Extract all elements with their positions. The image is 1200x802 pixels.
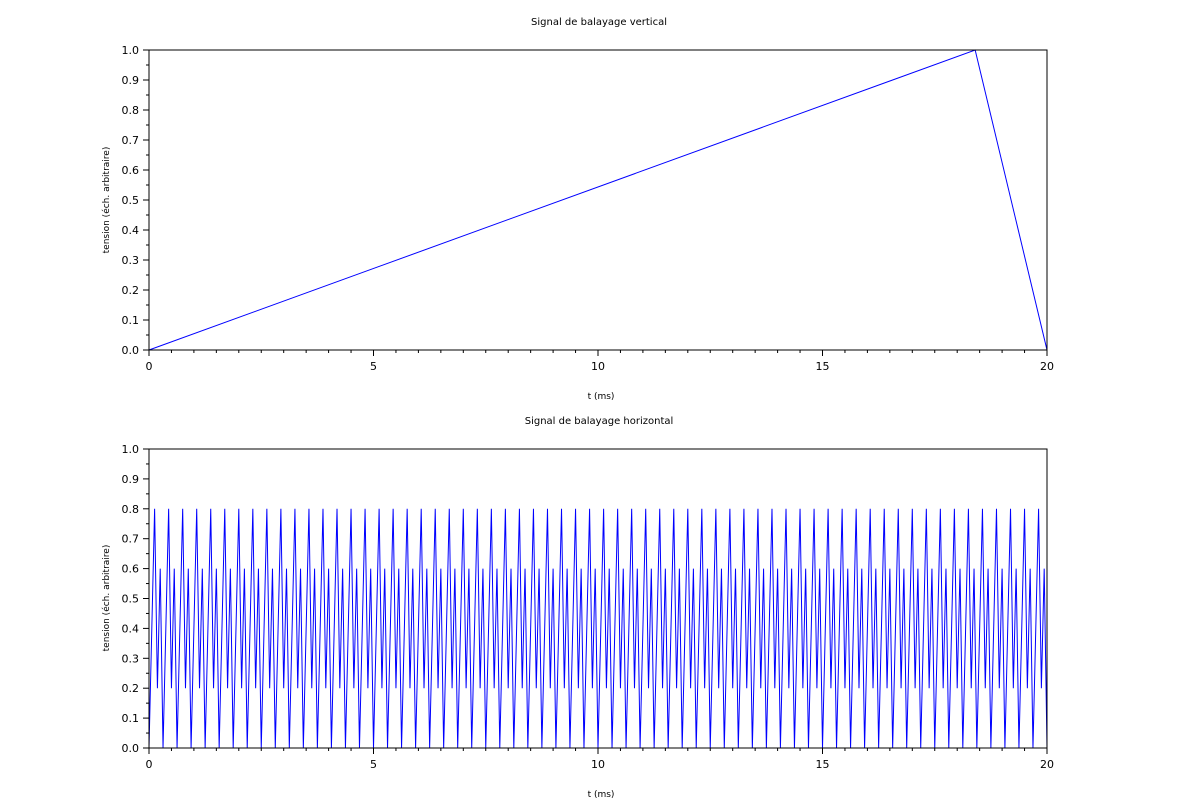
chart-title: Signal de balayage horizontal	[525, 416, 674, 427]
y-tick-label: 0.9	[122, 473, 140, 486]
plot-frame	[148, 49, 1048, 351]
x-tick-label: 15	[816, 360, 830, 373]
x-axis-label: t (ms)	[588, 392, 615, 402]
axes-layer: 0.0 0.1 0.2 0.3 0.4 0.5 0.6 0.7 0.8 0.9 1.0 0 5 10 15 2…	[122, 443, 1055, 771]
y-tick-label: 1.0	[122, 443, 140, 456]
chart-horizontal-sweep: Signal de balayage horizontal 0.00.10.20…	[101, 416, 1054, 800]
series-layer	[148, 49, 1048, 351]
y-tick-label: 0.5	[122, 194, 140, 207]
y-tick-label: 0.4	[122, 622, 140, 635]
x-tick-label: 10	[591, 360, 605, 373]
x-tick-label: 10	[591, 758, 605, 771]
plot-frame	[148, 448, 1048, 749]
y-tick-label: 0.7	[122, 134, 140, 147]
y-tick-label: 0.0	[122, 742, 140, 755]
y-tick-label: 0.5	[122, 593, 140, 606]
y-tick-label: 0.3	[122, 652, 140, 665]
y-tick-label: 0.8	[122, 104, 140, 117]
x-tick-label: 15	[816, 758, 830, 771]
y-tick-label: 0.7	[122, 533, 140, 546]
chart-vertical-sweep: Signal de balayage vertical 0.0 0.1 0.2 0.3…	[101, 17, 1054, 402]
y-tick-label: 0.3	[122, 254, 140, 267]
x-tick-label: 5	[370, 360, 377, 373]
y-tick-label: 0.8	[122, 503, 140, 516]
y-tick-label: 0.6	[122, 164, 140, 177]
y-tick-label: 0.6	[122, 563, 140, 576]
series-line	[148, 508, 1048, 749]
y-tick-label: 0.2	[122, 682, 140, 695]
y-axis-label: tension (éch. arbitraire)	[101, 147, 112, 254]
series-line	[148, 49, 1048, 351]
y-tick-label: 0.9	[122, 74, 140, 87]
x-tick-label: 20	[1040, 360, 1054, 373]
x-axis-label: t (ms)	[588, 790, 615, 800]
y-tick-label: 0.2	[122, 284, 140, 297]
y-tick-label: 0.1	[122, 314, 140, 327]
axes-layer: 0.0 0.1 0.2 0.3 0.4 0.5 0.6 0.7 0.8 0.9 1.0 0 5 10 15 2…	[122, 44, 1055, 373]
y-tick-label: 1.0	[122, 44, 140, 57]
series-layer	[148, 508, 1048, 749]
y-tick-label: 0.1	[122, 712, 140, 725]
x-tick-label: 0	[146, 758, 153, 771]
y-tick-label: 0.0	[122, 344, 140, 357]
x-tick-label: 5	[370, 758, 377, 771]
y-tick-label: 0.4	[122, 224, 140, 237]
y-axis-label: tension (éch. arbitraire)	[101, 545, 112, 652]
x-tick-label: 0	[146, 360, 153, 373]
chart-title: Signal de balayage vertical	[531, 17, 667, 28]
x-tick-label: 20	[1040, 758, 1054, 771]
